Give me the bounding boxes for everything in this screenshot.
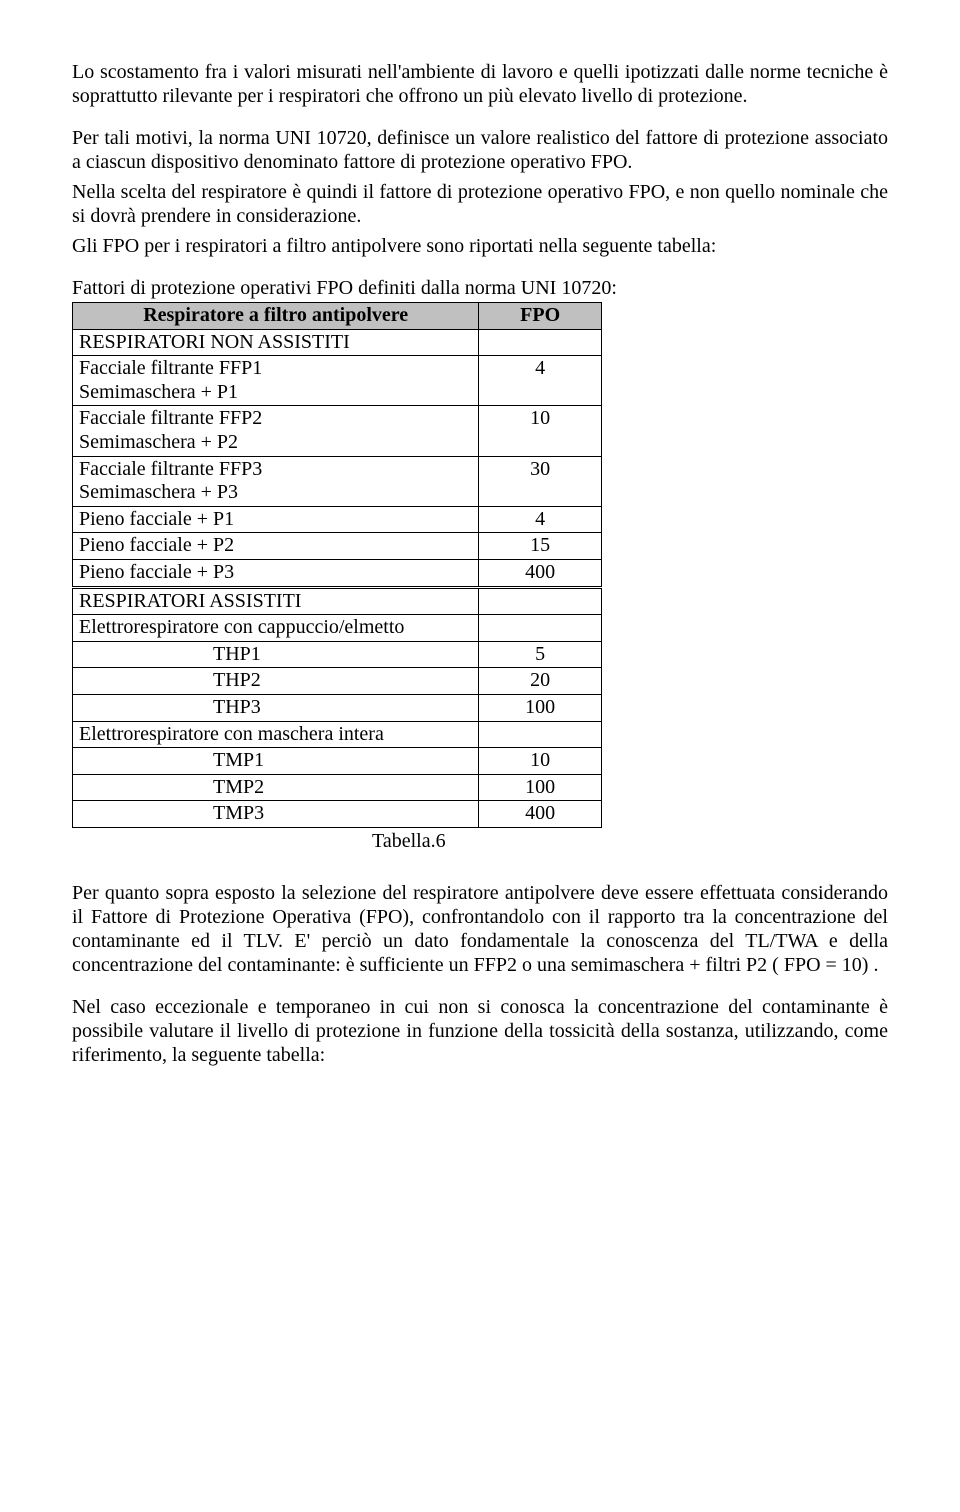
table-cell-label: TMP3 xyxy=(73,801,479,828)
paragraph-1: Lo scostamento fra i valori misurati nel… xyxy=(72,60,888,108)
table-cell-value: 15 xyxy=(479,533,602,560)
fpo-table: Respiratore a filtro antipolvere FPO RES… xyxy=(72,302,602,828)
table-caption: Tabella.6 xyxy=(372,830,888,853)
table-row: TMP110 xyxy=(73,748,602,775)
table-cell-label: THP2 xyxy=(73,668,479,695)
table-cell-label: Elettrorespiratore con cappuccio/elmetto xyxy=(73,615,479,642)
table-cell-label: RESPIRATORI NON ASSISTITI xyxy=(73,329,479,356)
table-cell-label: THP3 xyxy=(73,694,479,721)
paragraph-2: Per tali motivi, la norma UNI 10720, def… xyxy=(72,126,888,174)
table-cell-label: Pieno facciale + P3 xyxy=(73,559,479,587)
table-row: Pieno facciale + P215 xyxy=(73,533,602,560)
table-row: Pieno facciale + P3400 xyxy=(73,559,602,587)
paragraph-3: Nella scelta del respiratore è quindi il… xyxy=(72,180,888,228)
table-cell-value: 100 xyxy=(479,694,602,721)
table-cell-label: RESPIRATORI ASSISTITI xyxy=(73,587,479,615)
paragraph-4: Gli FPO per i respiratori a filtro antip… xyxy=(72,234,888,258)
table-row: RESPIRATORI NON ASSISTITI xyxy=(73,329,602,356)
table-cell-value: 30 xyxy=(479,456,602,506)
table-row: THP220 xyxy=(73,668,602,695)
table-header-row: Respiratore a filtro antipolvere FPO xyxy=(73,303,602,330)
table-cell-value: 20 xyxy=(479,668,602,695)
table-row: Elettrorespiratore con maschera intera xyxy=(73,721,602,748)
table-row: TMP2100 xyxy=(73,774,602,801)
table-cell-value: 400 xyxy=(479,559,602,587)
table-row: Facciale filtrante FFP1Semimaschera + P1… xyxy=(73,356,602,406)
table-cell-value: 400 xyxy=(479,801,602,828)
table-row: Facciale filtrante FFP2Semimaschera + P2… xyxy=(73,406,602,456)
table-row: RESPIRATORI ASSISTITI xyxy=(73,587,602,615)
table-cell-value: 10 xyxy=(479,748,602,775)
table-cell-value: 100 xyxy=(479,774,602,801)
table-cell-value: 4 xyxy=(479,506,602,533)
paragraph-5: Per quanto sopra esposto la selezione de… xyxy=(72,881,888,977)
table-cell-label: TMP1 xyxy=(73,748,479,775)
table-cell-value xyxy=(479,329,602,356)
table-cell-value xyxy=(479,587,602,615)
table-cell-label: Facciale filtrante FFP3Semimaschera + P3 xyxy=(73,456,479,506)
table-row: Elettrorespiratore con cappuccio/elmetto xyxy=(73,615,602,642)
table-cell-value: 4 xyxy=(479,356,602,406)
table-cell-value: 5 xyxy=(479,641,602,668)
table-row: THP3100 xyxy=(73,694,602,721)
table-cell-label: Pieno facciale + P1 xyxy=(73,506,479,533)
table-row: Pieno facciale + P14 xyxy=(73,506,602,533)
table-cell-value: 10 xyxy=(479,406,602,456)
paragraph-6: Nel caso eccezionale e temporaneo in cui… xyxy=(72,995,888,1067)
table-header-col2: FPO xyxy=(479,303,602,330)
table-cell-label: THP1 xyxy=(73,641,479,668)
table-row: THP15 xyxy=(73,641,602,668)
table-row: Facciale filtrante FFP3Semimaschera + P3… xyxy=(73,456,602,506)
table-cell-label: Facciale filtrante FFP1Semimaschera + P1 xyxy=(73,356,479,406)
table-cell-value xyxy=(479,615,602,642)
table-cell-label: Pieno facciale + P2 xyxy=(73,533,479,560)
table-header-col1: Respiratore a filtro antipolvere xyxy=(73,303,479,330)
table-row: TMP3400 xyxy=(73,801,602,828)
table-cell-label: TMP2 xyxy=(73,774,479,801)
table-cell-value xyxy=(479,721,602,748)
table-intro: Fattori di protezione operativi FPO defi… xyxy=(72,276,888,300)
table-cell-label: Facciale filtrante FFP2Semimaschera + P2 xyxy=(73,406,479,456)
table-cell-label: Elettrorespiratore con maschera intera xyxy=(73,721,479,748)
